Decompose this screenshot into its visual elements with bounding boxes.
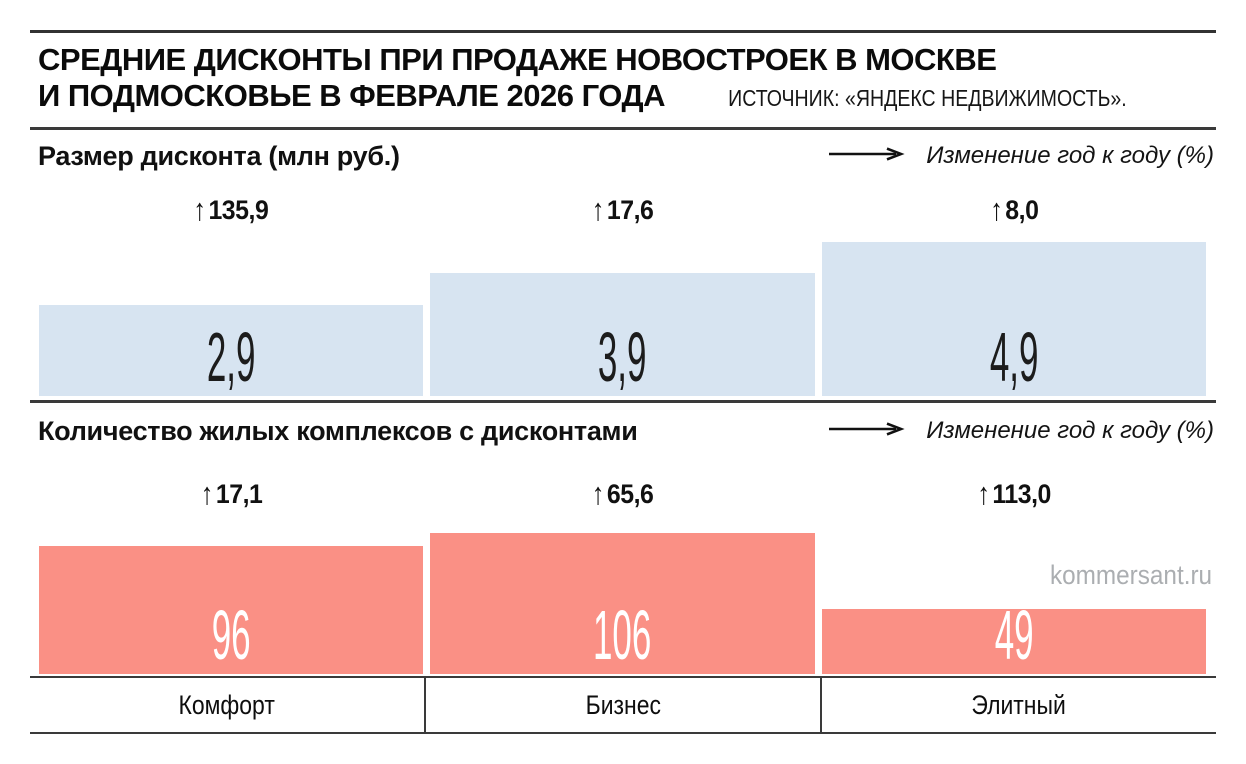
bar-column-comfort: 96 [39,520,424,674]
yoy-value: ↑ 135,9 [193,192,270,227]
yoy-cell: ↑ 17,6 [430,192,814,227]
bar-column-business: 3,9 [430,200,815,396]
complex-count-bar-chart: 96 106 49 [39,520,1206,674]
bar-business-count: 106 [430,533,815,674]
top-rule [30,30,1216,33]
bar-value-label: 3,9 [598,318,647,396]
up-arrow-icon: ↑ [591,476,605,511]
bar-value-label: 49 [994,596,1034,674]
up-arrow-icon: ↑ [193,192,207,227]
section-discount-size-header: Размер дисконта (млн руб.) Изменение год… [38,140,1214,172]
yoy-cell: ↑ 135,9 [39,192,423,227]
bar-column-comfort: 2,9 [39,200,424,396]
right-arrow-icon [828,421,906,441]
category-label-business: Бизнес [585,689,661,720]
source-label: ИСТОЧНИК: «ЯНДЕКС НЕДВИЖИМОСТЬ». [728,85,1127,111]
kommersant-watermark: kommersant.ru [1049,560,1212,590]
bar-comfort-count: 96 [39,546,424,674]
bar-elite-count: 49 [821,598,1206,674]
section-divider-rule [30,400,1216,403]
bar-column-business: 106 [430,520,815,674]
bar-value-label: 96 [211,596,251,674]
bar-comfort-discount: 2,9 [39,305,424,396]
bar-value-label: 2,9 [206,318,256,396]
section-complex-count-header: Количество жилых комплексов с дисконтами… [38,415,1214,447]
category-cell-elite: Элитный [820,678,1216,732]
page-title-line2: И ПОДМОСКОВЬЕ В ФЕВРАЛЕ 2026 ГОДА ИСТОЧНИ… [38,78,1162,116]
category-label-comfort: Комфорт [178,689,276,720]
yoy-value: ↑ 113,0 [976,476,1051,511]
category-axis: Комфорт Бизнес Элитный [30,678,1216,732]
category-label-elite: Элитный [971,689,1067,720]
title-divider-rule [30,127,1216,130]
yoy-values-row-2: ↑ 17,1 ↑ 65,6 ↑ 113,0 [39,476,1206,511]
bar-column-elite: 49 [821,520,1206,674]
bar-elite-discount: 4,9 [821,242,1206,396]
bar-business-discount: 3,9 [430,273,815,396]
discount-size-bar-chart: 2,9 3,9 4,9 [39,200,1206,396]
section-complex-count-title: Количество жилых комплексов с дисконтами [38,415,638,446]
category-band-top-rule [30,676,1216,678]
yoy-cell: ↑ 65,6 [430,476,814,511]
up-arrow-icon: ↑ [976,476,990,511]
yoy-value: ↑ 8,0 [989,192,1039,227]
yoy-legend-label-1: Изменение год к году (%) [926,142,1214,169]
yoy-cell: ↑ 17,1 [39,476,423,511]
bottom-rule [30,732,1216,734]
bar-value-label: 4,9 [989,318,1039,396]
page-title: СРЕДНИЕ ДИСКОНТЫ ПРИ ПРОДАЖЕ НОВОСТРОЕК … [38,42,1162,116]
bar-value-label: 106 [593,596,652,674]
yoy-value: ↑ 17,1 [200,476,263,511]
up-arrow-icon: ↑ [200,476,213,511]
yoy-cell: ↑ 113,0 [822,476,1206,511]
yoy-legend-label-2: Изменение год к году (%) [926,417,1214,444]
category-cell-business: Бизнес [424,678,820,732]
section-discount-size-title: Размер дисконта (млн руб.) [38,140,400,171]
up-arrow-icon: ↑ [989,192,1003,227]
yoy-value: ↑ 17,6 [591,192,654,227]
yoy-legend-1: Изменение год к году (%) [828,142,1214,170]
bar-column-elite: 4,9 [821,200,1206,396]
up-arrow-icon: ↑ [591,192,605,227]
yoy-legend-2: Изменение год к году (%) [828,417,1214,445]
yoy-cell: ↑ 8,0 [822,192,1206,227]
right-arrow-icon [828,146,906,166]
page-title-line1: СРЕДНИЕ ДИСКОНТЫ ПРИ ПРОДАЖЕ НОВОСТРОЕК … [38,42,997,77]
category-cell-comfort: Комфорт [30,678,424,732]
yoy-values-row-1: ↑ 135,9 ↑ 17,6 ↑ 8,0 [39,192,1206,227]
yoy-value: ↑ 65,6 [591,476,654,511]
